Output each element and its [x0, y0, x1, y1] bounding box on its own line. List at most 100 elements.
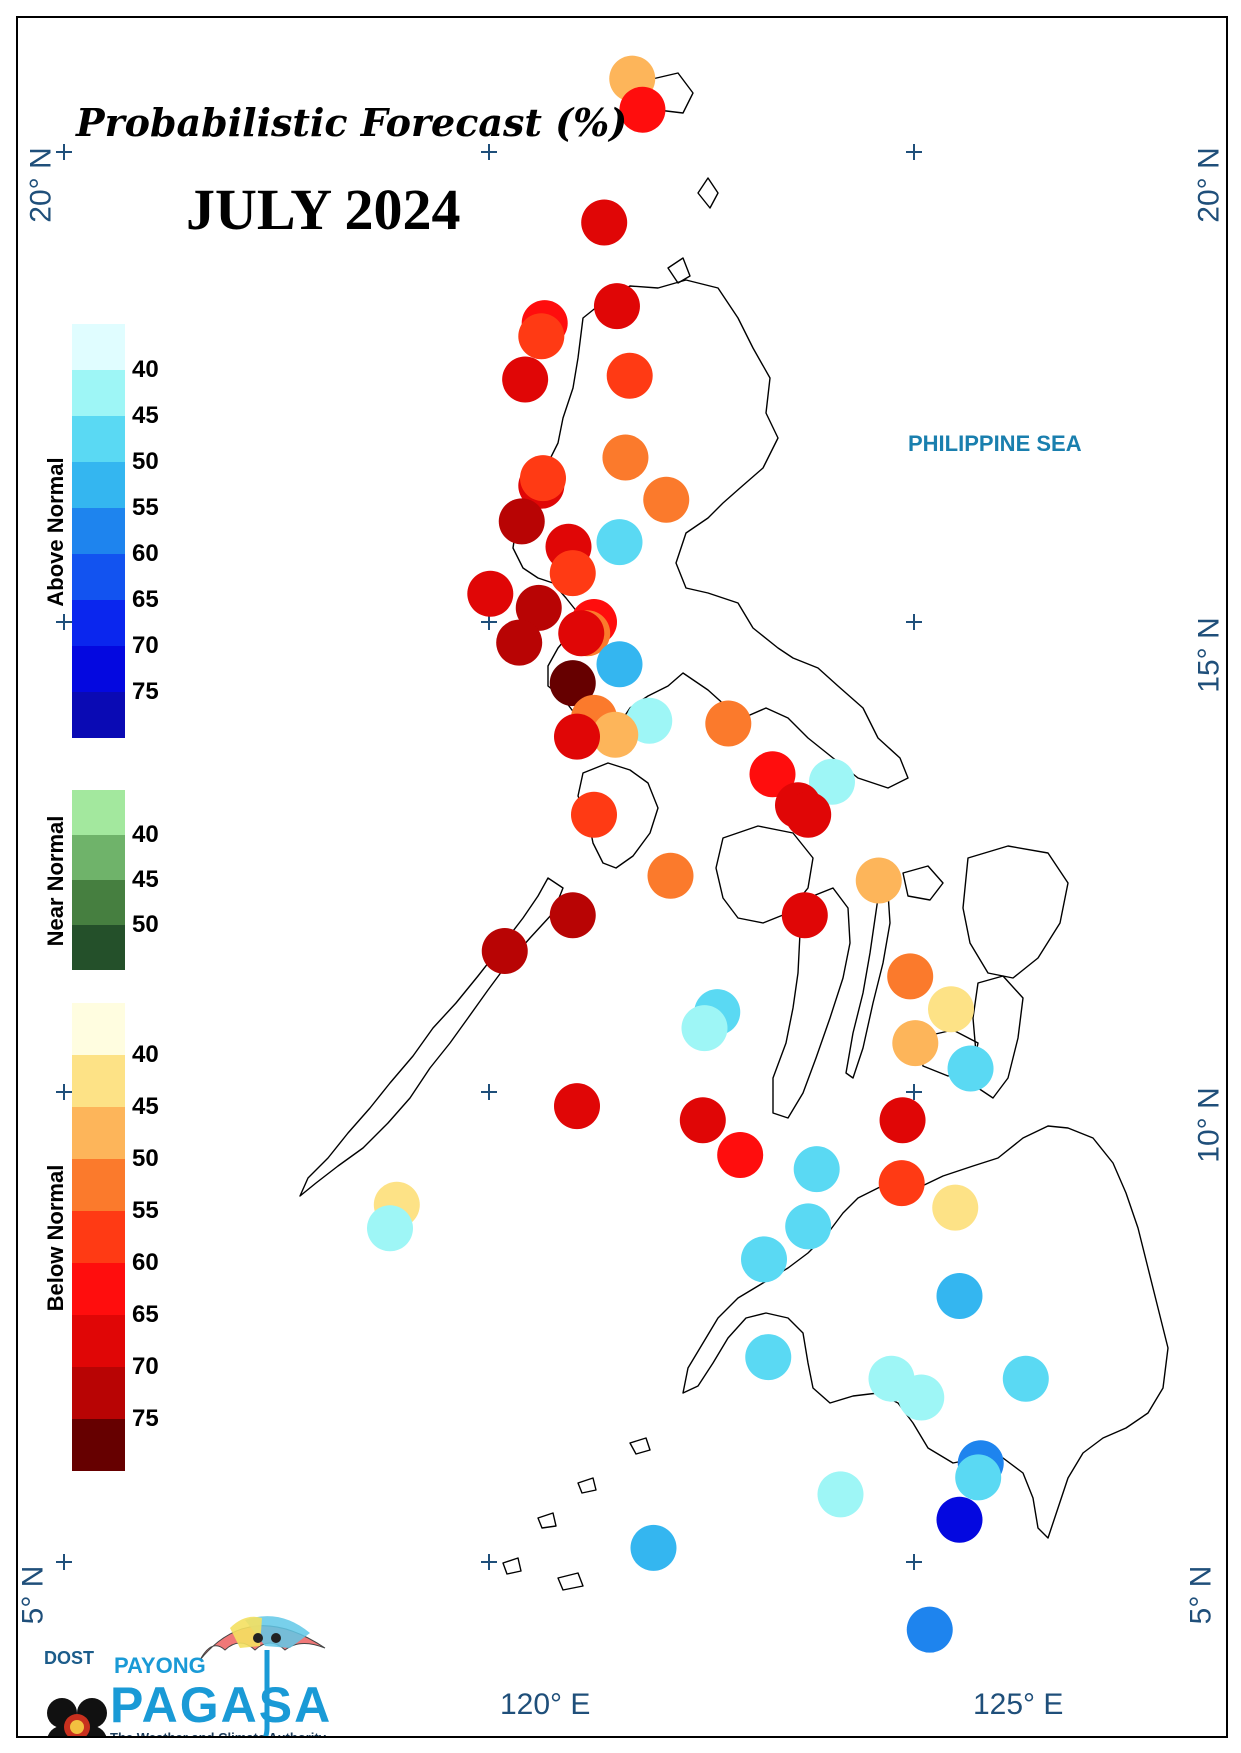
below-normal-tick-label: 65 — [132, 1301, 159, 1328]
forecast-period: JULY 2024 — [186, 177, 461, 242]
station-marker — [928, 986, 974, 1033]
station-marker — [785, 1203, 832, 1250]
near-normal-tick-label: 50 — [132, 911, 159, 938]
below-normal-swatch — [72, 1159, 125, 1211]
near-normal-label: Near Normal — [43, 815, 68, 947]
near-normal-swatch — [72, 835, 125, 880]
station-marker — [596, 641, 643, 688]
station-marker — [947, 1045, 994, 1092]
station-marker — [932, 1184, 979, 1231]
station-marker — [809, 758, 855, 805]
station-marker — [367, 1205, 413, 1252]
station-markers — [367, 55, 1049, 1653]
above-normal-tick-label: 60 — [132, 540, 159, 567]
forecast-map — [56, 55, 1169, 1653]
station-marker — [549, 660, 596, 707]
above-normal-tick-label: 40 — [132, 356, 159, 383]
station-marker — [879, 1097, 926, 1144]
forecast-title: Probabilistic Forecast (%) — [76, 100, 628, 145]
lon-label-120: 120° E — [500, 1688, 591, 1721]
below-normal-label: Below Normal — [43, 1164, 68, 1312]
above-normal-swatch — [72, 554, 125, 600]
above-normal-tick-label: 50 — [132, 448, 159, 475]
station-marker — [481, 928, 528, 974]
above-normal-swatch — [72, 508, 125, 554]
lon-label-125: 125° E — [973, 1688, 1064, 1721]
station-marker — [679, 1097, 726, 1144]
above-normal-tick-label: 70 — [132, 632, 159, 659]
station-marker — [705, 700, 752, 747]
station-marker — [1002, 1355, 1049, 1402]
below-normal-swatch — [72, 1055, 125, 1107]
station-marker — [571, 791, 617, 838]
above-normal-swatch — [72, 646, 125, 692]
station-marker — [515, 584, 562, 631]
station-marker — [855, 857, 902, 904]
station-marker — [554, 713, 600, 760]
lat-label-left-20: 20° N — [24, 147, 58, 223]
above-normal-tick-label: 65 — [132, 586, 159, 613]
station-marker — [593, 283, 640, 330]
near-normal-swatch — [72, 925, 125, 970]
station-marker — [781, 892, 828, 939]
above-normal-swatch — [72, 324, 125, 370]
station-marker — [498, 498, 545, 545]
station-marker — [518, 313, 565, 360]
sea-label: PHILIPPINE SEA — [908, 431, 1082, 456]
station-marker — [581, 199, 628, 246]
station-marker — [898, 1374, 945, 1421]
below-normal-swatch — [72, 1003, 125, 1055]
station-marker — [643, 476, 690, 523]
above-normal-swatch — [72, 600, 125, 646]
station-marker — [606, 352, 653, 399]
above-normal-tick-label: 55 — [132, 494, 159, 521]
lat-label-right-5: 5° N — [1184, 1565, 1218, 1625]
station-marker — [467, 570, 514, 617]
lat-label-right-10: 10° N — [1192, 1087, 1226, 1163]
station-marker — [892, 1020, 939, 1067]
dost-label: DOST — [44, 1648, 95, 1668]
below-normal-swatch — [72, 1419, 125, 1471]
station-marker — [745, 1334, 792, 1381]
station-marker — [878, 1160, 925, 1207]
station-marker — [785, 791, 832, 838]
below-normal-tick-label: 75 — [132, 1405, 159, 1432]
station-marker — [681, 1005, 728, 1052]
lat-label-right-20: 20° N — [1192, 147, 1226, 223]
station-marker — [936, 1496, 983, 1543]
below-normal-tick-label: 45 — [132, 1093, 159, 1120]
station-marker — [936, 1272, 983, 1319]
station-marker — [596, 519, 643, 566]
payong-label: PAYONG — [114, 1653, 206, 1678]
below-normal-swatch — [72, 1263, 125, 1315]
above-normal-tick-label: 45 — [132, 402, 159, 429]
below-normal-tick-label: 70 — [132, 1353, 159, 1380]
below-normal-swatch — [72, 1107, 125, 1159]
station-marker — [554, 1083, 600, 1130]
near-normal-tick-label: 40 — [132, 821, 159, 848]
station-marker — [741, 1236, 787, 1283]
payong-pagasa-logo — [47, 1616, 326, 1736]
below-normal-tick-label: 60 — [132, 1249, 159, 1276]
near-normal-swatch — [72, 790, 125, 835]
station-marker — [502, 356, 549, 403]
station-marker — [619, 86, 666, 133]
station-marker — [549, 892, 596, 939]
lat-label-right-15: 15° N — [1192, 617, 1226, 693]
below-normal-swatch — [72, 1315, 125, 1367]
above-normal-swatch — [72, 462, 125, 508]
near-normal-swatch — [72, 880, 125, 925]
station-marker — [496, 619, 543, 666]
above-normal-label: Above Normal — [43, 457, 68, 607]
station-marker — [558, 610, 605, 657]
pagasa-label: PAGASA — [110, 1677, 333, 1733]
station-marker — [817, 1471, 864, 1518]
near-normal-tick-label: 45 — [132, 866, 159, 893]
station-marker — [602, 434, 649, 481]
above-normal-swatch — [72, 370, 125, 416]
map-frame: Probabilistic Forecast (%) JULY 2024 PHI… — [16, 16, 1228, 1738]
above-normal-swatch — [72, 692, 125, 738]
station-marker — [906, 1606, 953, 1653]
station-marker — [520, 455, 566, 502]
station-marker — [717, 1131, 764, 1178]
